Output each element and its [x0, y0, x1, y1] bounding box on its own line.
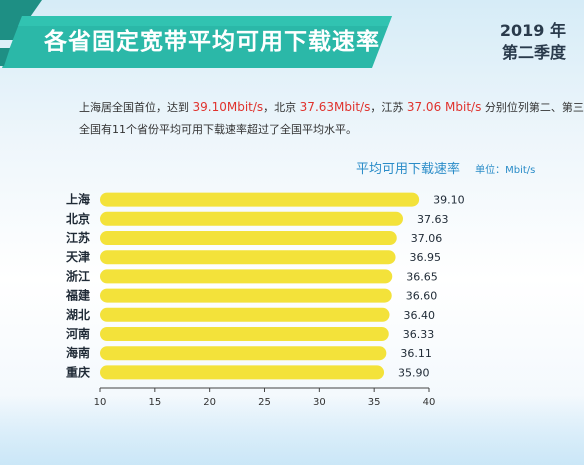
x-tick-label: 30 [313, 397, 326, 408]
period-block: 2019 年 第二季度 [476, 20, 566, 64]
quarter-label: 第二季度 [501, 43, 566, 62]
summary-text: 上海居全国首位，达到 39.10Mbit/s，北京 37.63Mbit/s，江苏… [79, 96, 584, 141]
summary-line-2: 全国有11个省份平均可用下载速率超过了全国平均水平。 [79, 123, 357, 136]
series-label: 平均可用下载速率 [356, 162, 461, 177]
x-tick-label: 20 [203, 397, 216, 408]
category-label: 湖北 [66, 307, 90, 322]
category-label: 重庆 [66, 364, 90, 379]
value-label: 37.63 [417, 213, 449, 226]
unit-label: 单位：Mbit/s [475, 165, 536, 176]
bar [100, 288, 392, 303]
value-label: 36.60 [406, 290, 438, 303]
value-label: 39.10 [433, 194, 465, 207]
value-label: 36.33 [403, 328, 435, 341]
summary-value-beijing: 37.63Mbit/s [299, 100, 371, 114]
sky-background [0, 395, 584, 465]
value-label: 36.40 [404, 309, 436, 322]
bar [100, 365, 385, 380]
bar [100, 327, 389, 341]
bar [100, 192, 420, 207]
value-label: 35.90 [398, 366, 430, 379]
bar [100, 250, 396, 265]
summary-value-jiangsu: 37.06 Mbit/s [406, 100, 482, 114]
x-tick-label: 40 [423, 397, 436, 408]
category-label: 福建 [65, 288, 91, 303]
summary-value-shanghai: 39.10Mbit/s [192, 100, 264, 114]
x-tick-label: 15 [148, 397, 161, 408]
bar [100, 346, 387, 361]
title-banner: 各省固定宽带平均可用下载速率 [0, 0, 400, 78]
summary-text-part: ，北京 [263, 101, 300, 114]
summary-line-1: 上海居全国首位，达到 39.10Mbit/s，北京 37.63Mbit/s，江苏… [79, 96, 584, 119]
value-label: 36.11 [400, 347, 432, 360]
bar-chart: 上海 39.10 北京 37.63 江苏 37.06 天津 36.95 浙江 36.65 福建 36.… [65, 192, 465, 408]
bar [100, 231, 397, 245]
x-tick-label: 10 [94, 397, 107, 408]
x-tick-label: 35 [368, 397, 381, 408]
summary-text-part: ，江苏 [370, 101, 407, 114]
summary-text-part: 分别位列第二、第三 [481, 101, 584, 114]
year-label: 2019 年 [499, 21, 566, 40]
summary-text-part: 上海居全国首位，达到 [79, 101, 193, 114]
bar [100, 211, 404, 226]
page-title: 各省固定宽带平均可用下载速率 [44, 29, 380, 55]
bar [100, 307, 390, 322]
value-label: 36.95 [410, 251, 442, 264]
value-label: 36.65 [406, 270, 438, 283]
x-tick-label: 25 [258, 397, 271, 408]
category-label: 河南 [65, 326, 90, 341]
category-label: 天津 [66, 249, 90, 264]
category-label: 浙江 [66, 268, 90, 283]
chart-header: 平均可用下载速率 单位：Mbit/s [356, 158, 576, 180]
category-label: 江苏 [66, 230, 90, 245]
banner-shape [0, 0, 392, 68]
category-label: 上海 [66, 192, 90, 207]
bar [100, 269, 393, 284]
value-label: 37.06 [411, 232, 443, 245]
category-label: 北京 [66, 211, 90, 226]
category-label: 海南 [66, 345, 90, 360]
